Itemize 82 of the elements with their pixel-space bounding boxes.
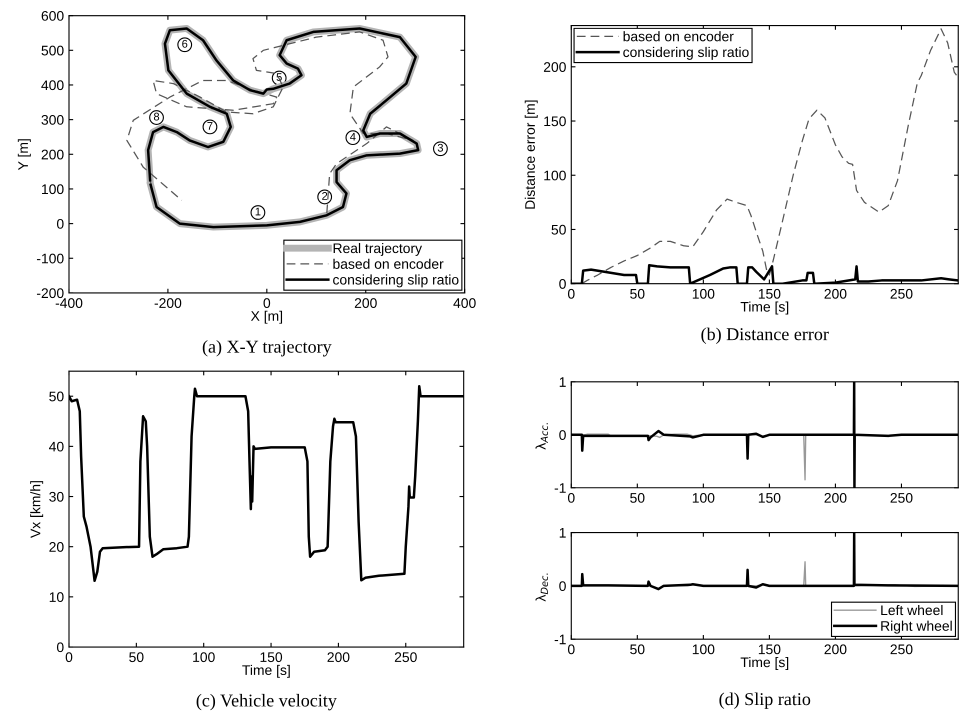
y-tick-label: 300 bbox=[41, 114, 64, 125]
x-tick-label: 150 bbox=[758, 288, 780, 299]
line-series bbox=[581, 28, 958, 284]
text: (b) Distance error bbox=[701, 328, 829, 344]
annotation: 2 bbox=[322, 192, 328, 200]
legend-label: based on encoder bbox=[624, 31, 734, 42]
x-axis-title: Time [s] bbox=[740, 656, 788, 670]
y-tick-label: 0 bbox=[559, 279, 566, 289]
x-tick-label: 150 bbox=[758, 492, 780, 503]
x-tick-label: 200 bbox=[824, 644, 846, 654]
y-axis-title: Vx [km/h] bbox=[30, 481, 44, 538]
y-tick-label: 1 bbox=[560, 377, 566, 387]
x-tick-label: 0 bbox=[66, 652, 72, 662]
x-tick-label: 50 bbox=[129, 652, 144, 662]
x-tick-label: -200 bbox=[154, 298, 182, 308]
y-tick-label: 10 bbox=[50, 592, 64, 602]
y-tick-label: 30 bbox=[49, 492, 64, 502]
legend-label: considering slip ratio bbox=[623, 46, 749, 60]
y-tick-label: 50 bbox=[552, 224, 566, 235]
y-tick-label: 0 bbox=[56, 218, 64, 229]
x-tick-label: 250 bbox=[890, 492, 912, 503]
legend-label: Real trajectory bbox=[334, 242, 422, 256]
text: (c) Vehicle velocity bbox=[196, 694, 337, 710]
legend-label: considering slip ratio bbox=[333, 274, 459, 288]
y-tick-label: 600 bbox=[42, 10, 64, 21]
x-tick-label: 200 bbox=[354, 298, 377, 308]
x-tick-label: 100 bbox=[692, 644, 714, 654]
legend-label: Left wheel bbox=[881, 604, 943, 616]
x-tick-label: 250 bbox=[890, 644, 912, 654]
y-tick-label: 0 bbox=[559, 430, 566, 440]
y-tick-label: -1 bbox=[554, 483, 566, 493]
x-tick-label: 50 bbox=[630, 288, 644, 299]
y-tick-label: 20 bbox=[49, 542, 64, 552]
annotation: 8 bbox=[154, 112, 160, 121]
y-tick-label: 400 bbox=[41, 80, 64, 90]
y-tick-label: 100 bbox=[42, 184, 64, 194]
y-tick-label: -1 bbox=[554, 634, 566, 644]
legend-label: based on encoder bbox=[333, 258, 444, 269]
text: (d) Slip ratio bbox=[719, 692, 810, 709]
x-tick-label: 200 bbox=[824, 288, 846, 299]
x-tick-label: 250 bbox=[890, 288, 912, 299]
y-tick-label: 40 bbox=[49, 442, 64, 452]
y-tick-label: 200 bbox=[42, 150, 64, 160]
y-tick-label: 200 bbox=[544, 62, 566, 72]
annotation: 1 bbox=[256, 208, 260, 216]
x-tick-label: 0 bbox=[568, 492, 575, 503]
x-tick-label: 150 bbox=[758, 644, 780, 654]
x-tick-label: 0 bbox=[568, 288, 575, 299]
annotation: 6 bbox=[182, 40, 188, 48]
x-tick-label: 200 bbox=[824, 492, 846, 503]
y-axis-title: λ$_{Dec.}$ bbox=[535, 574, 548, 602]
y-tick-label: 500 bbox=[42, 46, 64, 56]
y-axis-title: Distance error [m] bbox=[524, 100, 538, 209]
legend-label: Right wheel bbox=[881, 620, 952, 634]
x-tick-label: 100 bbox=[692, 288, 714, 299]
y-axis-title: Y [m] bbox=[18, 139, 31, 170]
annotation: 7 bbox=[207, 122, 212, 130]
text: (a) X-Y trajectory bbox=[202, 340, 332, 356]
x-tick-label: 250 bbox=[394, 652, 417, 662]
x-axis-title: Time [s] bbox=[242, 664, 290, 678]
y-tick-label: 50 bbox=[49, 392, 64, 402]
y-tick-label: 1 bbox=[560, 528, 566, 538]
x-tick-label: 150 bbox=[260, 652, 282, 662]
x-tick-label: 50 bbox=[630, 492, 644, 503]
x-tick-label: 100 bbox=[692, 492, 714, 503]
x-tick-label: 400 bbox=[453, 298, 476, 308]
x-axis-title: X [m] bbox=[250, 310, 282, 324]
x-tick-label: -400 bbox=[56, 298, 82, 308]
y-tick-label: -100 bbox=[36, 254, 64, 264]
y-tick-label: 0 bbox=[559, 581, 566, 592]
x-tick-label: 0 bbox=[264, 298, 270, 308]
annotation: 4 bbox=[350, 132, 356, 141]
x-tick-label: 200 bbox=[328, 652, 350, 662]
x-tick-label: 50 bbox=[630, 644, 644, 654]
annotation: 3 bbox=[438, 144, 444, 152]
y-tick-label: 100 bbox=[544, 170, 566, 180]
line-series bbox=[571, 382, 958, 488]
x-axis-title: Time [s] bbox=[740, 301, 788, 314]
y-axis-title: λ$_{Acc.}$ bbox=[535, 423, 548, 450]
y-tick-label: 150 bbox=[544, 116, 566, 126]
x-tick-label: 0 bbox=[568, 644, 575, 654]
x-tick-label: 100 bbox=[193, 652, 215, 662]
